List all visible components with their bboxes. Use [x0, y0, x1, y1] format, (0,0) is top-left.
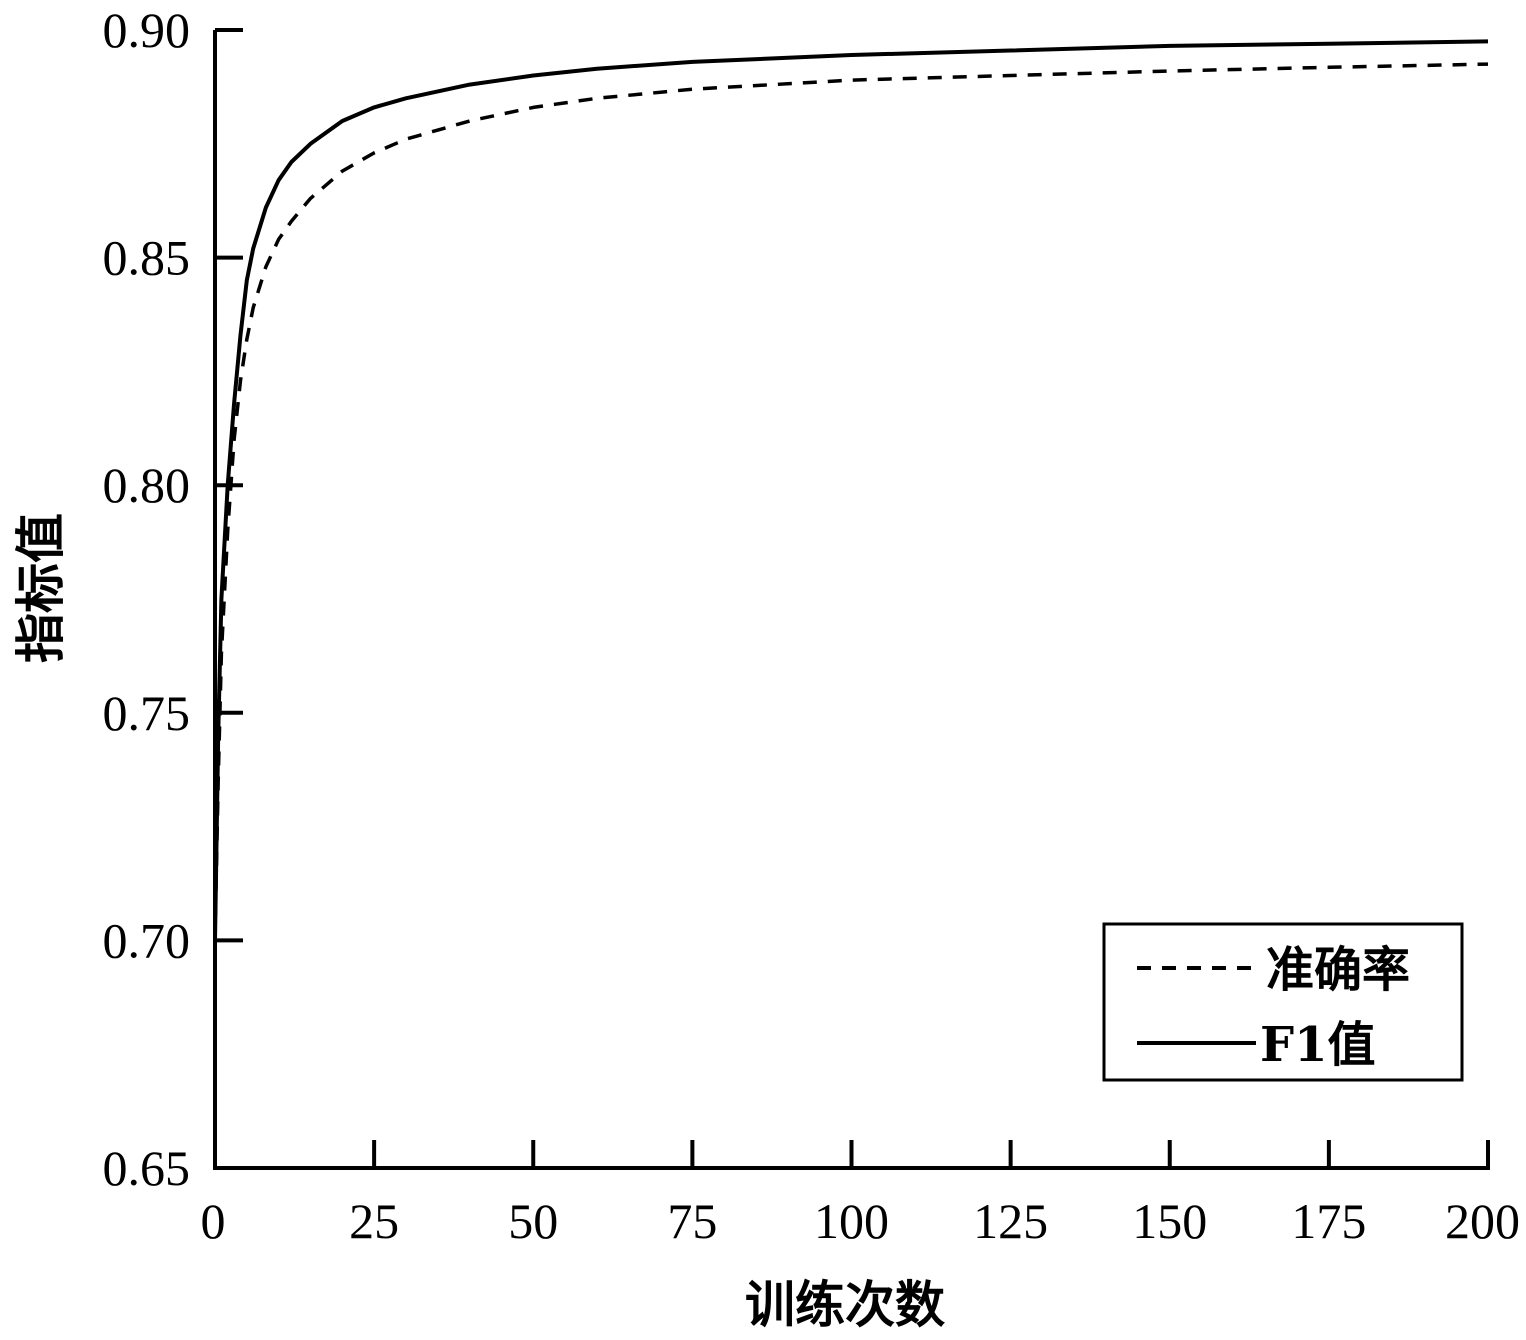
x-axis-title: 训练次数	[745, 1275, 945, 1334]
series-line-accuracy	[213, 62, 1489, 941]
x-tick-label: 125	[973, 1193, 1048, 1249]
ticks: 0.65 0.70 0.75 0.80 0.85 0.90 0 25 50 75 100 125 150…	[103, 2, 1521, 1249]
legend-box	[1102, 922, 1464, 1082]
x-tick-label: 50	[508, 1193, 558, 1249]
y-tick-label: 0.75	[103, 685, 191, 741]
x-tick-label: 100	[814, 1193, 889, 1249]
y-tick-label: 0.80	[103, 457, 191, 513]
x-tick-label: 200	[1445, 1193, 1520, 1249]
x-tick-label: 25	[349, 1193, 399, 1249]
x-tick-label: 175	[1291, 1193, 1366, 1249]
y-tick-label: 0.90	[103, 2, 191, 58]
legend: 准确率 F1值	[1102, 922, 1464, 1082]
plot-lines	[213, 39, 1489, 941]
series-line-f1	[213, 39, 1489, 941]
x-tick-label: 75	[667, 1193, 717, 1249]
legend-label-f1: F1值	[1260, 1017, 1375, 1073]
y-tick-label: 0.85	[103, 230, 191, 286]
y-tick-label: 0.65	[103, 1140, 191, 1196]
legend-label-accuracy: 准确率	[1266, 942, 1410, 998]
y-tick-label: 0.70	[103, 912, 191, 968]
x-tick-label: 0	[201, 1193, 226, 1249]
y-axis-title: 指标值	[11, 513, 70, 663]
x-tick-label: 150	[1132, 1193, 1207, 1249]
